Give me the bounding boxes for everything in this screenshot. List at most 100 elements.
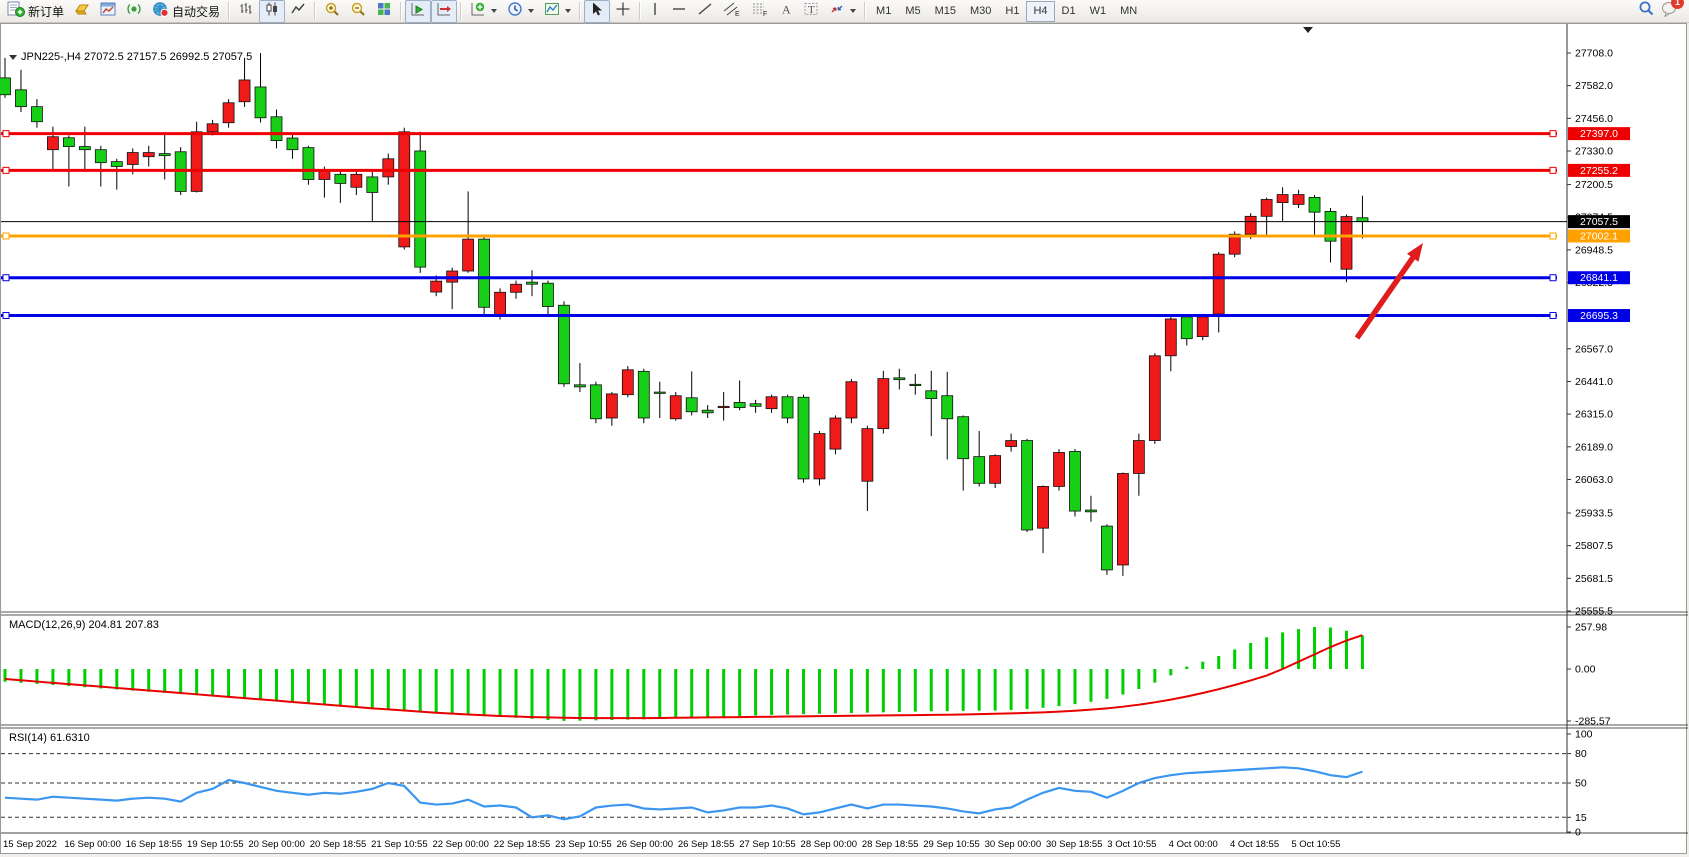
timeframe-m15[interactable]: M15: [934, 4, 956, 17]
dropdown-caret-icon[interactable]: [528, 9, 535, 13]
candlestick-chart-button[interactable]: [259, 0, 286, 23]
candle-body: [398, 131, 411, 248]
line-anchor-handle[interactable]: [1549, 130, 1557, 138]
price-tick-label: 25555.5: [1575, 606, 1613, 618]
trend-arrow-head[interactable]: [1406, 243, 1423, 262]
dropdown-caret-icon[interactable]: [491, 9, 498, 13]
candle-body: [1212, 253, 1225, 315]
line-anchor-handle[interactable]: [2, 274, 10, 282]
line-anchor-handle[interactable]: [1549, 312, 1557, 320]
price-badge: [1568, 309, 1630, 323]
macd-histogram-bar: [1169, 669, 1173, 676]
zoom-out-button[interactable]: [345, 0, 371, 23]
candle-body: [861, 428, 874, 482]
auto-trading-button[interactable]: 自动交易: [147, 0, 225, 23]
macd-histogram-bar: [562, 669, 566, 721]
candle-body: [829, 417, 842, 450]
data-window-button[interactable]: [121, 0, 147, 23]
macd-histogram-bar: [227, 669, 231, 698]
line-anchor-handle[interactable]: [2, 312, 10, 320]
chart-shift-marker-icon[interactable]: [1303, 27, 1313, 33]
candle-body: [877, 378, 890, 430]
symbol-menu-icon[interactable]: [9, 54, 17, 60]
chart-shift-button[interactable]: [431, 0, 458, 23]
templates-button[interactable]: [539, 0, 576, 23]
arrows-button[interactable]: [824, 0, 861, 23]
horizontal-line-icon: [671, 1, 687, 22]
timeframe-w1[interactable]: W1: [1089, 4, 1107, 17]
periods-button[interactable]: [502, 0, 539, 23]
line-anchor-handle[interactable]: [2, 232, 10, 240]
candle-body: [653, 391, 666, 394]
vertical-line-icon: [649, 1, 661, 22]
time-axis-label: 20 Sep 18:55: [310, 839, 367, 850]
macd-histogram-bar: [833, 669, 837, 714]
zoom-in-button[interactable]: [319, 0, 345, 23]
cursor-button[interactable]: [584, 0, 611, 23]
candle-body: [701, 409, 714, 414]
trend-line-button[interactable]: [692, 0, 718, 23]
candle-body: [1021, 440, 1033, 531]
timeframe-group: M1 M5 M15 M30 H1 H4 D1 W1 MN: [869, 0, 1144, 22]
new-order-button[interactable]: 新订单: [2, 0, 69, 23]
dropdown-caret-icon[interactable]: [565, 9, 572, 13]
line-anchor-handle[interactable]: [2, 130, 10, 138]
candle-body: [1117, 473, 1129, 566]
macd-histogram-bar: [881, 669, 885, 713]
price-badge-label: 26841.1: [1580, 272, 1618, 284]
text-button[interactable]: A: [774, 0, 798, 23]
macd-histogram-bar: [1344, 630, 1348, 669]
search-icon[interactable]: [1638, 0, 1655, 22]
horizontal-line-button[interactable]: [666, 0, 692, 23]
macd-histogram-bar: [1025, 669, 1029, 710]
price-tick-label: 27582.0: [1575, 80, 1613, 92]
timeframe-m30[interactable]: M30: [970, 4, 992, 17]
indicators-button[interactable]: [465, 0, 502, 23]
tile-windows-button[interactable]: [371, 0, 397, 23]
trend-arrow-annotation[interactable]: [1354, 252, 1418, 340]
macd-histogram-bar: [1201, 661, 1205, 669]
candle-body: [286, 137, 299, 151]
timeframe-d1[interactable]: D1: [1061, 4, 1076, 17]
time-axis-label: 27 Sep 10:55: [739, 839, 796, 850]
text-label-button[interactable]: T: [798, 0, 824, 23]
timeframe-h1[interactable]: H1: [1005, 4, 1020, 17]
candle-body: [478, 238, 491, 308]
candle-body: [110, 161, 123, 167]
equidistant-channel-button[interactable]: E: [718, 0, 746, 23]
fibonacci-button[interactable]: F: [746, 0, 774, 23]
line-chart-button[interactable]: [285, 0, 311, 23]
chart-shift-icon: [436, 1, 452, 22]
candle-body: [62, 137, 75, 147]
time-axis-label: 4 Oct 18:55: [1230, 839, 1279, 850]
bar-chart-button[interactable]: [233, 0, 259, 23]
toolbar-right: 1: [1638, 0, 1687, 22]
macd-histogram-bar: [434, 669, 438, 713]
bar-chart-icon: [238, 1, 254, 22]
line-anchor-handle[interactable]: [1549, 232, 1557, 240]
chart-window-button[interactable]: [95, 0, 121, 23]
crosshair-button[interactable]: [610, 0, 636, 23]
macd-histogram-bar: [1057, 669, 1061, 707]
new-order-label: 新订单: [28, 4, 65, 19]
candle-body: [222, 102, 235, 124]
market-watch-button[interactable]: [69, 0, 95, 23]
auto-scroll-button[interactable]: [405, 0, 432, 23]
line-anchor-handle[interactable]: [1549, 274, 1557, 282]
macd-histogram-bar: [865, 669, 869, 713]
macd-histogram-bar: [754, 669, 758, 716]
macd-histogram-bar: [1121, 669, 1125, 695]
candle-body: [430, 280, 443, 293]
timeframe-m1[interactable]: M1: [876, 4, 892, 17]
timeframe-m5[interactable]: M5: [905, 4, 921, 17]
line-anchor-handle[interactable]: [2, 166, 10, 174]
line-anchor-handle[interactable]: [1549, 166, 1557, 174]
toolbar-group: [319, 0, 397, 22]
timeframe-h4[interactable]: H4: [1026, 0, 1055, 22]
vertical-line-button[interactable]: [644, 0, 666, 23]
timeframe-mn[interactable]: MN: [1120, 4, 1138, 17]
macd-indicator-label: MACD(12,26,9) 204.81 207.83: [9, 619, 159, 631]
dropdown-caret-icon[interactable]: [850, 9, 857, 13]
notifications-icon[interactable]: 1: [1661, 0, 1684, 22]
